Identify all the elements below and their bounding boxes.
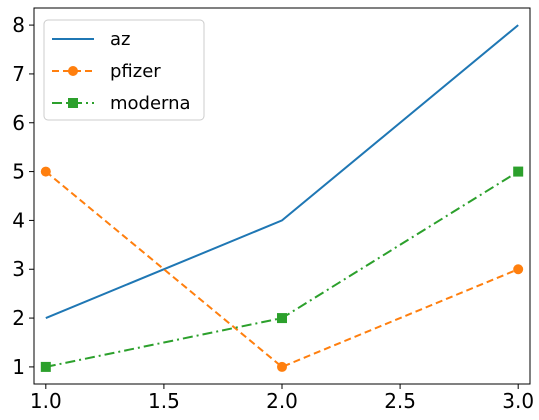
data-point xyxy=(40,166,51,177)
legend-box xyxy=(43,19,205,121)
x-tick-label: 3.0 xyxy=(502,389,534,413)
legend-entry-az: az xyxy=(52,29,130,50)
series-line-pfizer xyxy=(45,170,519,369)
series-pfizer xyxy=(40,166,524,372)
data-point xyxy=(513,166,524,177)
legend-marker xyxy=(68,98,78,108)
y-tick-label: 3 xyxy=(12,257,25,281)
x-tick-label: 2.0 xyxy=(266,389,298,413)
data-point xyxy=(277,361,287,372)
data-point xyxy=(40,361,51,372)
series-line-az xyxy=(45,24,519,320)
y-tick-label: 4 xyxy=(12,208,25,232)
series-az xyxy=(45,24,519,320)
y-tick-label: 2 xyxy=(12,306,25,330)
x-tick-label: 1.5 xyxy=(148,389,180,413)
y-tick-label: 6 xyxy=(12,111,25,135)
legend-label: az xyxy=(110,29,130,50)
x-tick-label: 1.0 xyxy=(30,389,62,413)
series-moderna xyxy=(40,166,524,372)
data-point xyxy=(513,264,524,275)
series-line-moderna xyxy=(45,170,519,368)
y-tick-label: 7 xyxy=(12,62,25,86)
data-point xyxy=(277,313,287,324)
legend-label: pfizer xyxy=(110,61,161,82)
y-tick-label: 1 xyxy=(12,355,25,379)
legend-label: moderna xyxy=(110,93,191,114)
x-axis: 1.0 1.5 2.0 2.5 3.0 xyxy=(30,384,534,413)
legend-marker xyxy=(68,66,78,76)
legend-entry-pfizer: pfizer xyxy=(52,61,161,82)
y-tick-label: 8 xyxy=(12,13,25,37)
y-axis: 1 2 3 4 5 6 7 8 xyxy=(12,13,34,379)
legend: az pfizer moderna xyxy=(43,19,205,121)
legend-entry-moderna: moderna xyxy=(52,93,191,114)
y-tick-label: 5 xyxy=(12,160,25,184)
x-tick-label: 2.5 xyxy=(384,389,416,413)
series-layer xyxy=(40,24,524,372)
